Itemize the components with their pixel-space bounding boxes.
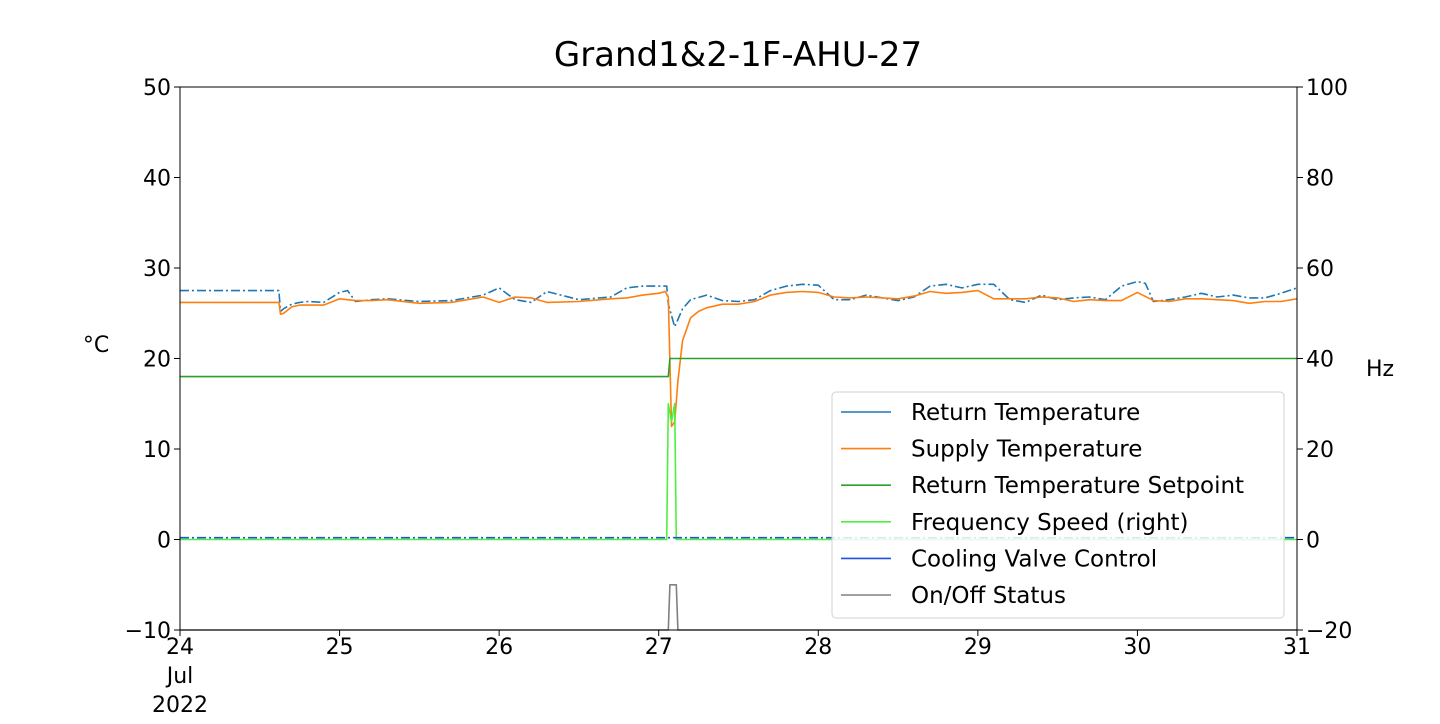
- series-line-3: [180, 357, 1297, 378]
- x-tick-label: 26: [485, 635, 513, 660]
- y-tick-label-right: −20: [1306, 619, 1352, 644]
- x-tick-label: 31: [1283, 635, 1311, 660]
- legend-label: On/Off Status: [911, 583, 1066, 609]
- series-line-2: [180, 289, 1297, 428]
- y-tick-label-left: 0: [157, 529, 171, 554]
- x-tick-label: 30: [1123, 635, 1151, 660]
- y-tick-label-left: −10: [125, 619, 171, 644]
- y-tick-label-left: 10: [143, 438, 171, 463]
- legend-label: Return Temperature: [911, 400, 1140, 426]
- legend-label: Frequency Speed (right): [911, 510, 1189, 536]
- y-tick-label-right: 60: [1306, 257, 1334, 282]
- y-tick-label-right: 80: [1306, 167, 1334, 192]
- y-tick-label-right: 40: [1306, 348, 1334, 373]
- legend-box: [831, 391, 1285, 619]
- y-tick-label-right: 0: [1306, 529, 1320, 554]
- axes-layer: 24 25 26 27 28 29 30 31 Jul 2022 −10 0 10 20 30 40 50 −20…: [125, 76, 1353, 718]
- y-tick-label-left: 20: [143, 348, 171, 373]
- y-tick-label-right: 20: [1306, 438, 1334, 463]
- legend-label: Return Temperature Setpoint: [911, 473, 1244, 499]
- x-tick-extra-label: Jul: [165, 664, 194, 689]
- x-tick-label: 27: [645, 635, 673, 660]
- legend: Return Temperature Supply Temperature Retu…: [831, 391, 1285, 619]
- series-line-4: [180, 402, 1297, 541]
- chart-title: Grand1&2-1F-AHU-27: [554, 35, 922, 75]
- x-tick-label: 24: [166, 635, 194, 660]
- legend-label: Cooling Valve Control: [911, 546, 1157, 572]
- x-tick-label: 29: [964, 635, 992, 660]
- y-tick-label-left: 40: [143, 167, 171, 192]
- x-tick-extra-label: 2022: [152, 693, 208, 718]
- y-axis-label-right: Hz: [1366, 357, 1394, 382]
- y-tick-label-left: 50: [143, 76, 171, 101]
- x-tick-label: 28: [804, 635, 832, 660]
- y-tick-label-left: 30: [143, 257, 171, 282]
- series-line-1: [180, 280, 1297, 328]
- y-tick-label-right: 100: [1306, 76, 1348, 101]
- legend-label: Supply Temperature: [911, 437, 1142, 463]
- x-tick-label: 25: [326, 635, 354, 660]
- y-axis-label-left: °C: [83, 333, 109, 358]
